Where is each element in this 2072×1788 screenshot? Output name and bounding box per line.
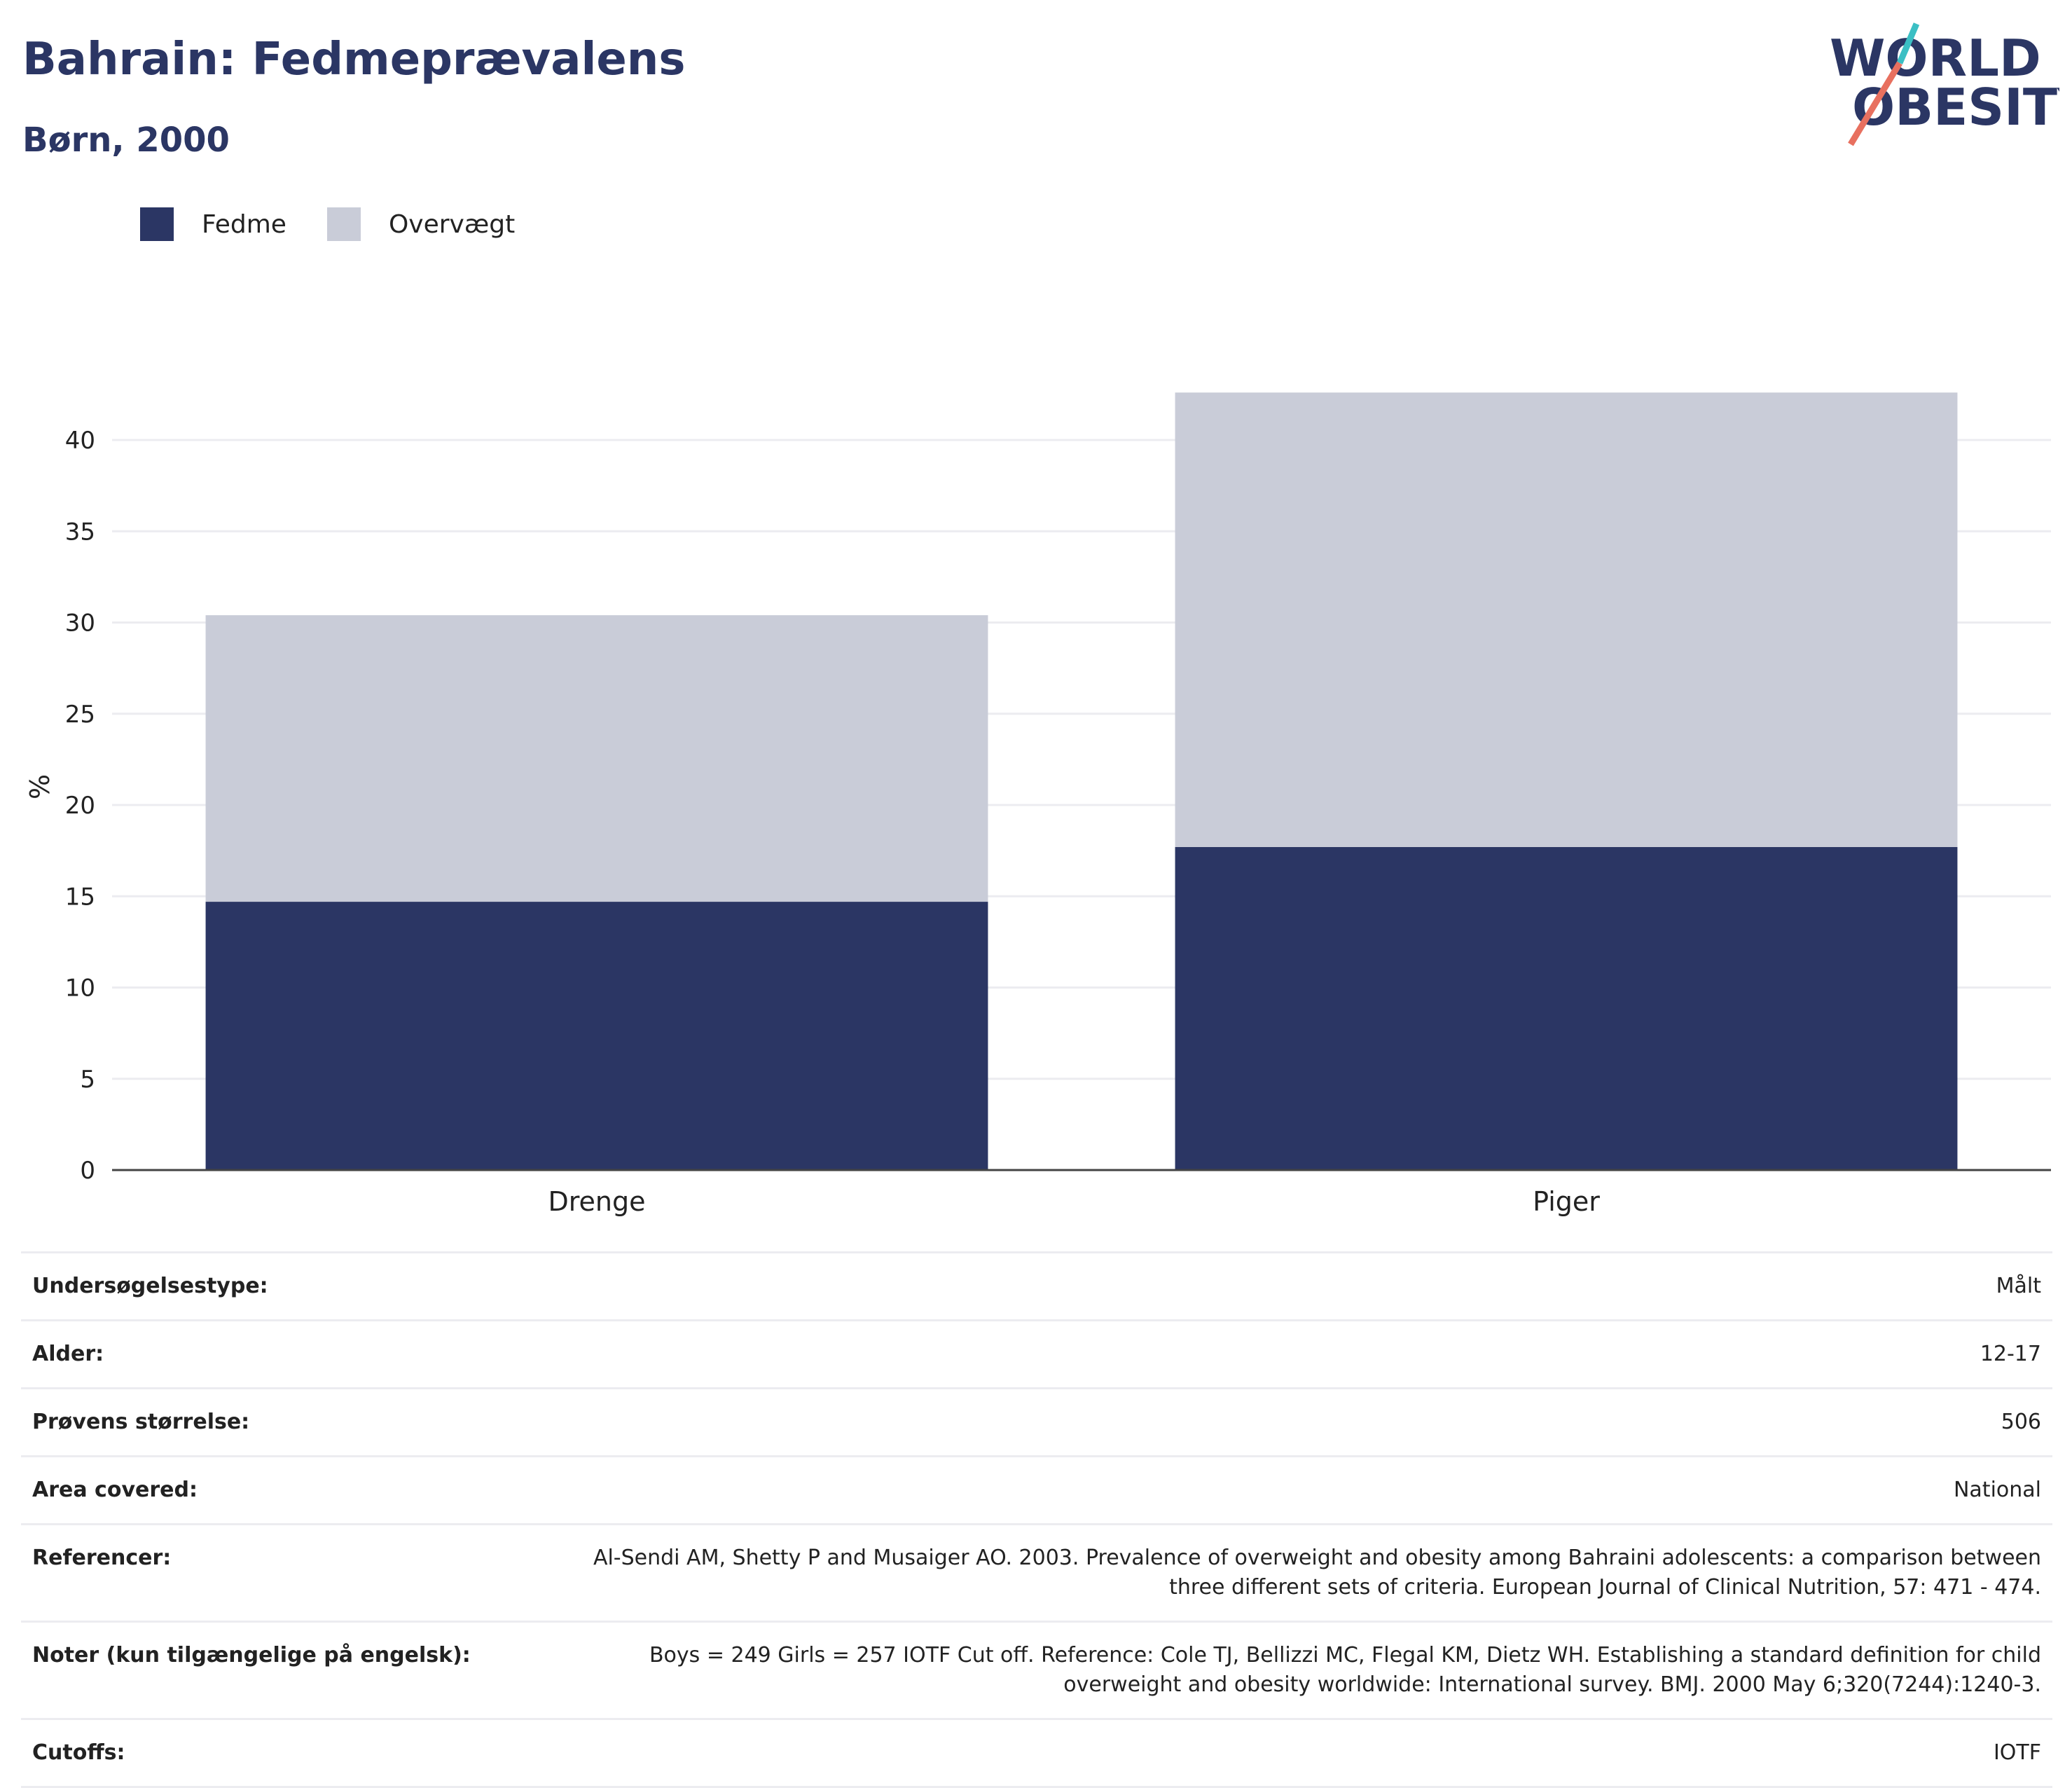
- y-tick-label: 15: [65, 883, 95, 911]
- legend-swatch-overvaegt: [326, 207, 361, 241]
- legend-swatch-fedme: [140, 207, 174, 241]
- chart-legend: Fedme Overvægt: [140, 207, 555, 241]
- legend-item-fedme[interactable]: Fedme: [140, 207, 286, 241]
- info-row: Prøvens størrelse: 506: [21, 1388, 2052, 1457]
- y-tick-label: 25: [65, 701, 95, 729]
- info-value: Målt: [1996, 1274, 2041, 1298]
- info-label: Area covered:: [32, 1478, 198, 1502]
- page-title: Bahrain: Fedmeprævalens: [22, 34, 686, 85]
- info-label: Prøvens størrelse:: [32, 1410, 250, 1434]
- survey-info-table: Undersøgelsestype: Målt Alder: 12-17 Prøvens…: [21, 1251, 2052, 1788]
- y-tick-label: 10: [65, 975, 95, 1003]
- bar-fedme-0: [205, 902, 988, 1170]
- logo-line-1: WORLD: [1830, 29, 2041, 88]
- info-row: Alder: 12-17: [21, 1320, 2052, 1389]
- info-value: National: [1953, 1478, 2041, 1502]
- legend-item-overvaegt[interactable]: Overvægt: [326, 207, 516, 241]
- bar-chart: 0 5 10 15 20 25 30 35 40 Drenge Piger%: [25, 392, 2051, 1217]
- info-row: Undersøgelsestype: Målt: [21, 1252, 2052, 1321]
- bar-overvaegt-0: [205, 615, 988, 902]
- y-tick-label: 30: [65, 610, 95, 638]
- world-obesity-logo: WORLD OBESITY: [1830, 22, 2059, 146]
- info-value: 12-17: [1980, 1342, 2041, 1366]
- logo-slash-top: [1896, 22, 1920, 64]
- info-label: Cutoffs:: [32, 1740, 125, 1765]
- info-label: Undersøgelsestype:: [32, 1274, 268, 1298]
- info-label: Referencer:: [32, 1546, 172, 1570]
- x-category-label: Drenge: [548, 1186, 645, 1217]
- bar-overvaegt-1: [1175, 392, 1958, 847]
- info-value: Boys = 249 Girls = 257 IOTF Cut off. Ref…: [649, 1643, 2041, 1697]
- legend-label-overvaegt: Overvægt: [388, 209, 516, 239]
- y-tick-label: 5: [80, 1066, 95, 1094]
- info-row: Cutoffs: IOTF: [21, 1719, 2052, 1787]
- page-subtitle: Børn, 2000: [22, 121, 230, 160]
- info-value: 506: [2001, 1410, 2041, 1434]
- y-axis-title: %: [25, 774, 55, 799]
- info-row: Noter (kun tilgængelige på engelsk): Boys…: [21, 1621, 2052, 1719]
- y-tick-label: 35: [65, 518, 95, 546]
- logo-slash-bottom: [1848, 61, 1902, 146]
- x-category-label: Piger: [1533, 1186, 1600, 1217]
- y-tick-label: 40: [65, 427, 95, 455]
- info-label: Noter (kun tilgængelige på engelsk):: [32, 1643, 471, 1667]
- info-value: Al-Sendi AM, Shetty P and Musaiger AO. 2…: [593, 1546, 2041, 1600]
- info-value: IOTF: [1993, 1740, 2041, 1765]
- bar-fedme-1: [1175, 846, 1958, 1170]
- info-row: Area covered: National: [21, 1456, 2052, 1525]
- y-tick-label: 0: [80, 1157, 95, 1185]
- info-label: Alder:: [32, 1342, 104, 1366]
- y-tick-label: 20: [65, 792, 95, 820]
- info-row: Referencer: Al-Sendi AM, Shetty P and Mus…: [21, 1524, 2052, 1622]
- legend-label-fedme: Fedme: [202, 209, 286, 239]
